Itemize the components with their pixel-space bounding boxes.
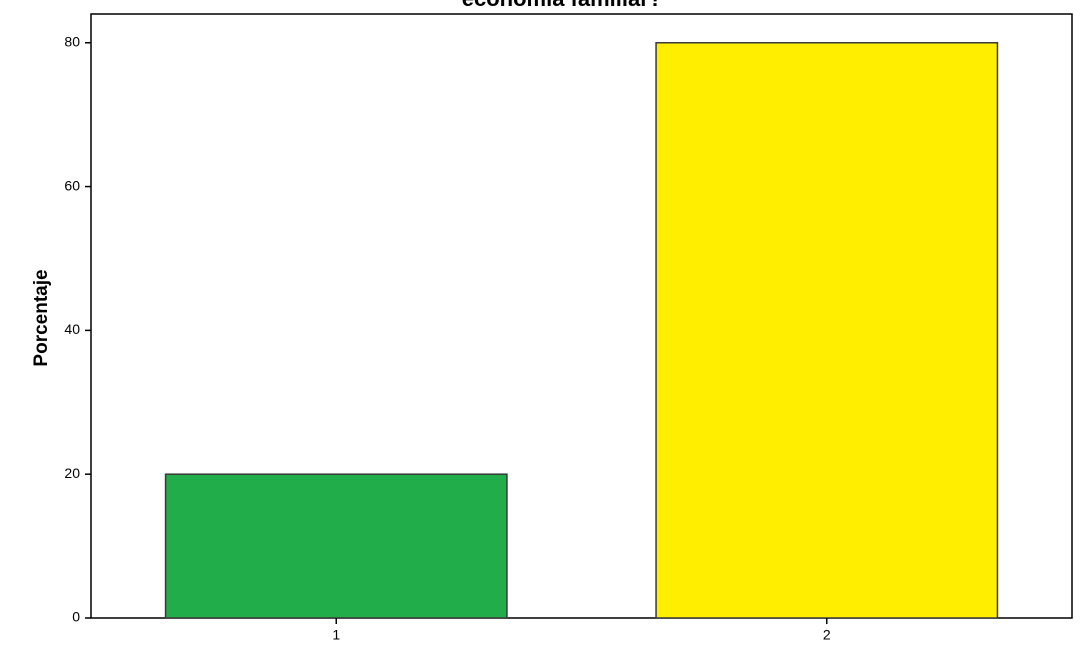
bar-1: [164, 473, 508, 619]
plot-area: 0 20 40 60 80 1 2: [64, 13, 1073, 643]
x-tick-label-1: 1: [332, 627, 340, 643]
y-tick-label-20: 20: [64, 465, 80, 481]
y-axis-label: Porcentaje: [31, 269, 52, 366]
y-tick-label-80: 80: [64, 33, 80, 49]
x-tick-label-2: 2: [823, 627, 831, 643]
chart-title: economía familiar?: [462, 0, 663, 11]
y-tick-label-0: 0: [72, 609, 80, 625]
y-tick-label-60: 60: [64, 177, 80, 193]
bar-2: [655, 42, 999, 619]
y-tick-label-40: 40: [64, 321, 80, 337]
plot-frame: [90, 13, 1073, 619]
